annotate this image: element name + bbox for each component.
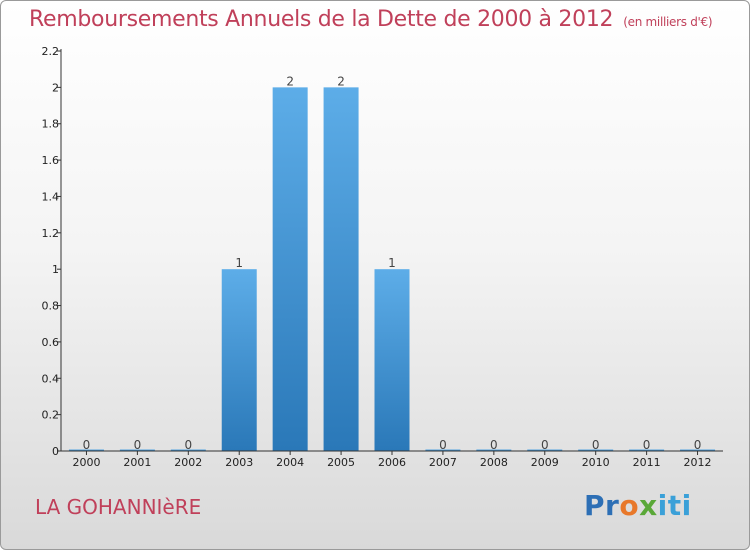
bar-2001	[119, 449, 155, 451]
bar-2008	[476, 449, 512, 451]
y-tick-label: 1	[52, 263, 59, 276]
y-tick-label: 1.6	[42, 154, 60, 167]
proxiti-logo: Proxiti	[584, 489, 692, 522]
y-tick-label: 1.8	[42, 118, 60, 131]
bar-2009	[527, 449, 563, 451]
bar-2005	[323, 87, 359, 451]
x-tick-label: 2010	[582, 456, 610, 469]
data-label-2010: 0	[592, 438, 600, 452]
data-label-2001: 0	[134, 438, 142, 452]
bar-2003	[221, 269, 257, 451]
bar-2006	[374, 269, 410, 451]
data-label-2009: 0	[541, 438, 549, 452]
y-tick-label: 2.2	[42, 45, 60, 58]
x-tick-label: 2002	[174, 456, 202, 469]
y-tick-label: 2	[52, 81, 59, 94]
y-tick-label: 0.8	[42, 300, 60, 313]
bar-2004	[272, 87, 308, 451]
x-tick-label: 2005	[327, 456, 355, 469]
x-tick-label: 2000	[72, 456, 100, 469]
bar-2010	[578, 449, 614, 451]
data-label-2000: 0	[83, 438, 91, 452]
data-label-2004: 2	[286, 74, 294, 88]
data-label-2006: 1	[388, 256, 396, 270]
x-tick-label: 2004	[276, 456, 304, 469]
data-label-2003: 1	[235, 256, 243, 270]
y-tick-label: 0.2	[42, 409, 60, 422]
y-tick-label: 1.2	[42, 227, 60, 240]
bar-2011	[629, 449, 665, 451]
chart-title-unit: (en milliers d'€)	[623, 15, 713, 29]
y-tick-label: 0.6	[42, 336, 60, 349]
x-tick-label: 2006	[378, 456, 406, 469]
data-label-2008: 0	[490, 438, 498, 452]
x-tick-label: 2001	[123, 456, 151, 469]
bar-2000	[68, 449, 104, 451]
data-label-2005: 2	[337, 74, 345, 88]
bar-2002	[170, 449, 206, 451]
commune-name: LA GOHANNIèRE	[35, 495, 202, 519]
chart-title-main: Remboursements Annuels de la Dette de 20…	[29, 7, 614, 32]
x-tick-label: 2008	[480, 456, 508, 469]
x-tick-label: 2007	[429, 456, 457, 469]
x-tick-label: 2009	[531, 456, 559, 469]
data-label-2012: 0	[694, 438, 702, 452]
bar-2012	[680, 449, 716, 451]
x-tick-label: 2011	[633, 456, 661, 469]
y-tick-label: 1.4	[42, 190, 60, 203]
y-tick-label: 0.4	[42, 372, 60, 385]
x-tick-label: 2012	[684, 456, 712, 469]
data-label-2002: 0	[184, 438, 192, 452]
data-label-2011: 0	[643, 438, 651, 452]
bar-2007	[425, 449, 461, 451]
y-tick-label: 0	[52, 445, 59, 458]
chart-title: Remboursements Annuels de la Dette de 20…	[29, 7, 713, 32]
x-tick-label: 2003	[225, 456, 253, 469]
data-label-2007: 0	[439, 438, 447, 452]
